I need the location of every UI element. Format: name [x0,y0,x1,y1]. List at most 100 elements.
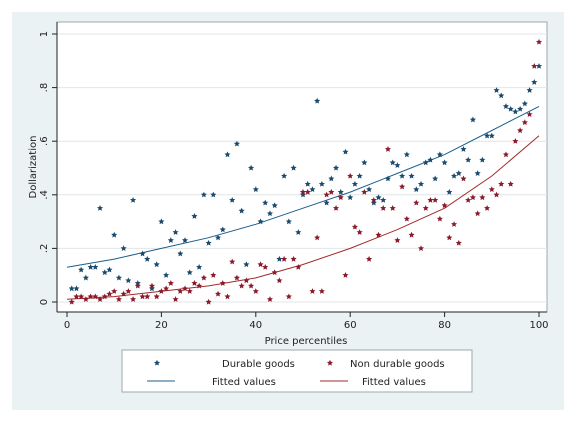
nondurable-point [531,62,538,69]
durable-point [215,234,222,241]
nondurable-point [304,188,311,195]
nondurable-point [68,298,75,305]
durable-point [403,151,410,158]
durable-point [441,159,448,166]
durable-point [148,285,155,292]
nondurable-point [191,280,198,286]
durable-point [517,105,524,112]
durable-point [248,164,255,171]
durable-point [177,250,184,257]
durable-point [101,269,108,276]
durable-point [233,140,240,147]
nondurable-point [314,234,321,241]
plot-area [56,21,548,313]
durable-point [191,213,198,219]
durable-point [87,263,94,270]
durable-point [304,180,311,187]
nondurable-point [248,282,255,289]
nondurable-point [266,296,273,302]
durable-point [394,162,401,168]
nondurable-point [219,280,226,286]
durable-point [219,226,226,233]
durable-point [333,164,340,171]
durable-point [389,159,396,166]
durable-point [351,180,358,187]
nondurable-point [488,186,495,193]
nondurable-point [455,239,462,246]
nondurable-point [375,231,382,238]
durable-point [163,272,170,278]
durable-point [130,196,137,203]
nondurable-point [87,293,94,300]
nondurable-point [148,282,155,289]
nondurable-point [512,138,519,144]
durable-point [224,151,231,158]
durable-point [347,194,354,201]
nondurable-point [167,280,174,286]
durable-point [375,194,382,201]
durable-point [281,172,288,179]
durable-point [337,188,344,195]
nondurable-point [333,205,340,211]
durable-point [68,285,75,292]
nondurable-point [427,196,434,203]
nondurable-point [243,277,250,284]
durable-point [484,132,491,139]
y-tick-label: .8 [39,83,50,93]
durable-point [531,79,538,85]
nondurable-point [177,288,184,294]
nondurable-point [351,223,358,230]
nondurable-point [436,215,443,222]
y-tick-label: .6 [39,136,50,146]
durable-point [488,132,495,139]
durable-point [493,87,500,93]
durable-point [144,255,151,262]
durable-point [92,263,99,270]
legend-label-2: Non durable goods [350,359,445,370]
chart-frame: 0 20 40 60 80 100 0 .2 .4 .6 .8 1 Price percentile… [12,12,564,410]
nondurable-point [521,119,528,126]
x-tick-label: 20 [155,320,168,331]
nondurable-point [356,229,363,235]
nondurable-point [92,293,99,300]
durable-point [205,239,212,246]
durable-point [413,186,420,193]
durable-point [196,263,203,270]
scatter-chart: 0 20 40 60 80 100 0 .2 .4 .6 .8 1 Price percentile… [28,21,549,393]
durable-point [139,250,146,257]
nondurable-point [144,293,151,300]
durable-point [262,199,269,206]
x-tick-label: 100 [529,320,548,331]
durable-point [535,62,543,69]
nondurable-point [205,298,212,305]
legend-label-1: Durable goods [222,359,295,370]
durable-point [318,180,325,187]
durable-point [257,218,264,225]
nondurable-point [97,296,104,302]
nondurable-point [394,237,401,243]
nondurable-point [229,258,236,265]
durable-point [290,164,297,171]
durable-point [271,202,278,209]
durable-point [115,274,122,281]
nondurable-point [417,245,425,251]
durable-point [120,245,127,251]
durable-point [111,231,118,238]
nondurable-point [432,196,439,203]
nondurable-point [535,38,543,45]
nondurable-point [502,151,509,158]
nondurable-point [210,272,217,278]
nondurable-point [153,293,160,300]
nondurable-point [370,196,377,203]
durable-point [479,156,486,163]
nondurable-point [196,282,203,289]
durable-point [436,151,443,158]
nondurable-point [290,255,297,262]
durable-point [238,207,245,214]
legend-box [121,349,473,393]
nondurable-point [451,221,458,227]
durable-point [314,97,321,104]
durable-point [446,188,453,195]
nondurable-point [498,180,505,187]
nondurable-point [106,290,113,297]
